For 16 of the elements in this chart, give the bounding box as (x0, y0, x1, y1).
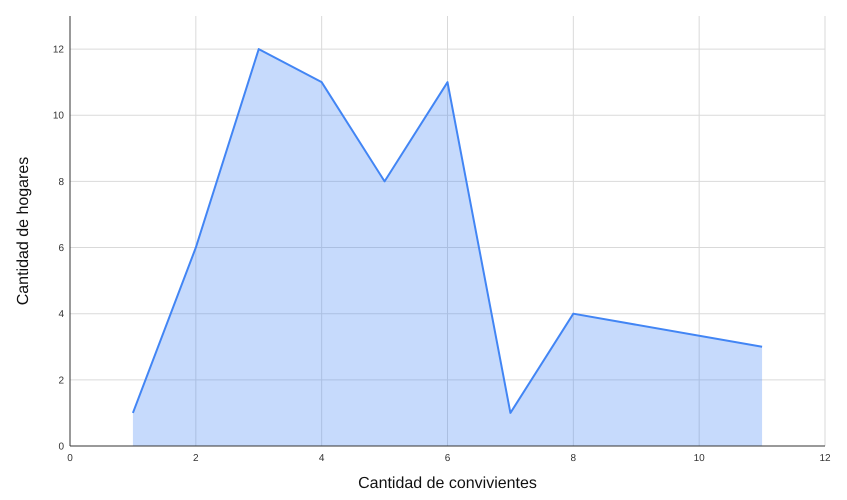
x-tick-label: 0 (67, 453, 74, 464)
x-tick-label: 4 (318, 453, 325, 464)
y-tick-label: 6 (58, 243, 64, 254)
y-tick-label: 12 (52, 44, 64, 56)
x-tick-label: 10 (694, 453, 706, 464)
y-tick-label: 8 (58, 176, 64, 188)
x-tick-label: 2 (193, 453, 200, 464)
x-tick-label: 12 (819, 453, 831, 464)
x-axis-title: Cantidad de convivientes (358, 475, 537, 492)
y-tick-label: 4 (58, 309, 64, 320)
x-tick-label: 8 (570, 453, 577, 464)
y-axis-title: Cantidad de hogares (15, 156, 32, 306)
y-tick-label: 2 (58, 375, 64, 386)
y-tick-label: 0 (58, 442, 64, 452)
x-tick-label: 6 (444, 453, 451, 464)
y-tick-label: 10 (52, 110, 64, 122)
